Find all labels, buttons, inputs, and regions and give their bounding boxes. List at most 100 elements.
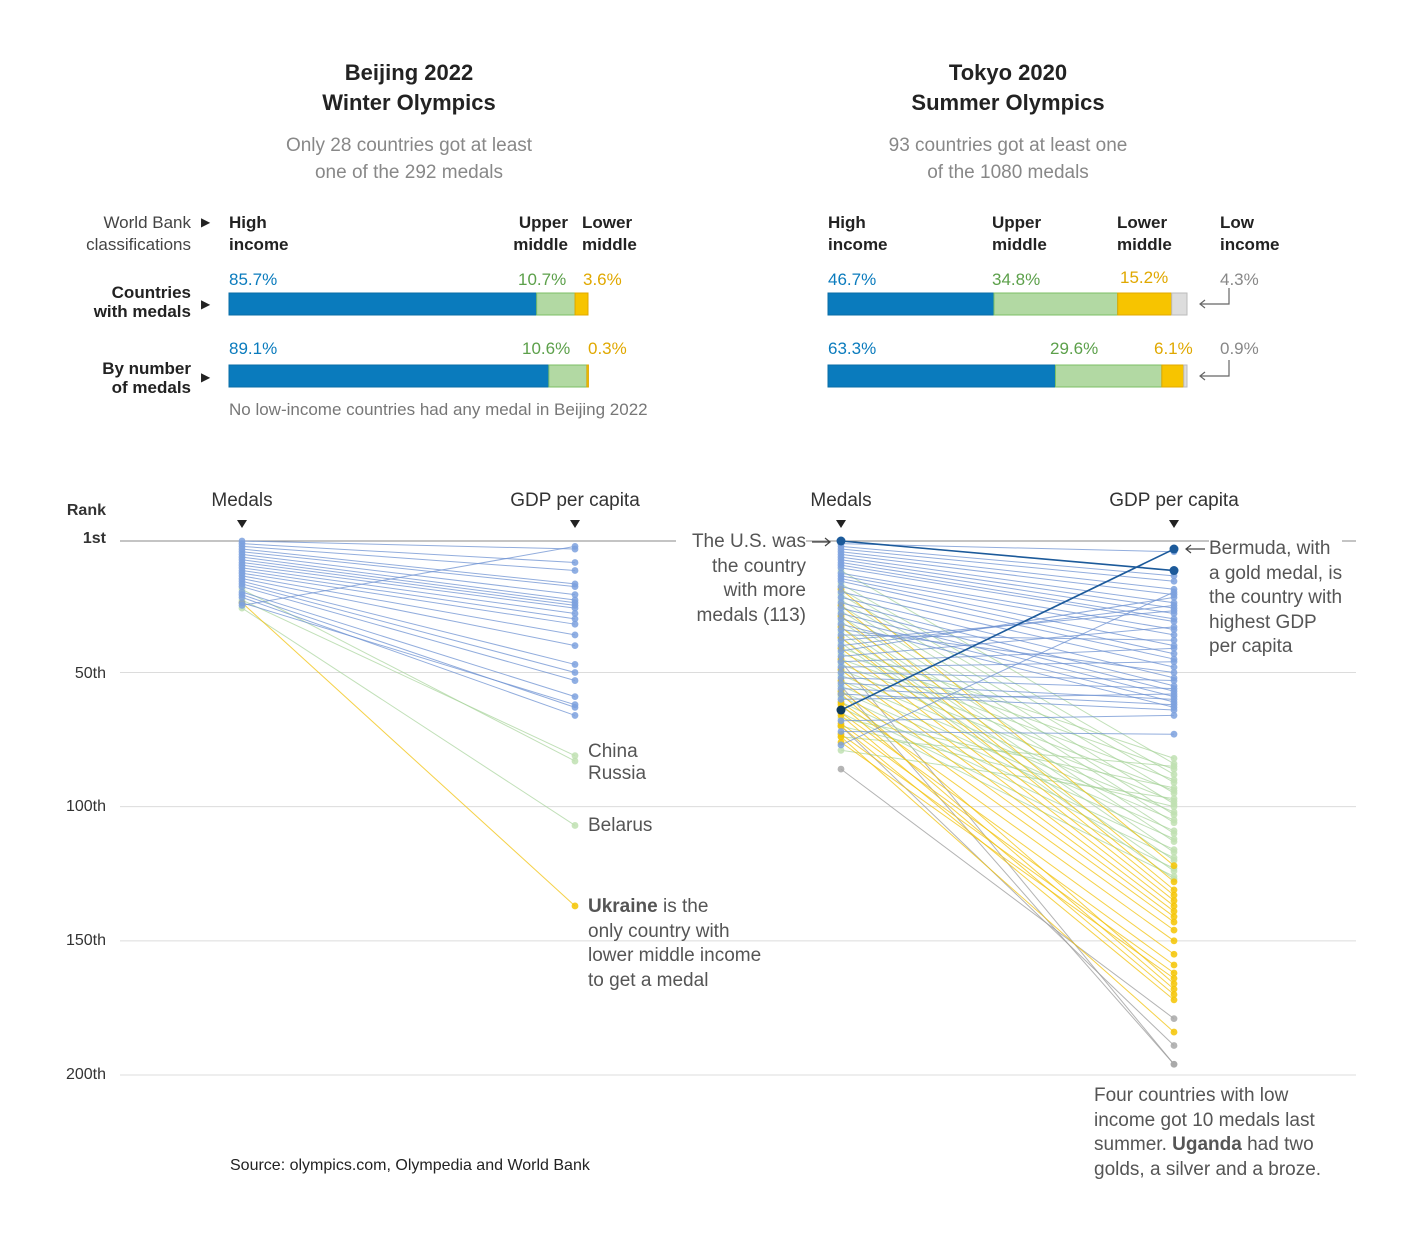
tokyo-slope-line-high-income-11 <box>840 572 1175 631</box>
label-belarus: Belarus <box>588 815 653 836</box>
tokyo-usa-medal-point <box>836 536 846 546</box>
tokyo-slope-line-upper-middle-10 <box>840 631 1175 861</box>
beijing-medal-point-high-income-17 <box>238 583 246 591</box>
tokyo-cat-lower-line2: middle <box>1117 235 1172 254</box>
tokyo-cat-high: High income <box>828 212 888 256</box>
tokyo-gdp-point-upper-middle-15 <box>1170 776 1178 784</box>
beijing-gdp-point-high-income-15 <box>571 661 579 668</box>
tokyo-bar-row2-upper <box>1054 364 1163 388</box>
tokyo-slope-line-upper-middle-0 <box>840 570 1175 765</box>
beijing-bar-row1-upper <box>536 292 576 316</box>
beijing-cat-lower-line2: middle <box>582 235 637 254</box>
bermuda-arrow <box>1185 544 1205 554</box>
label-china: China <box>588 741 638 762</box>
tokyo-medal-point-high-income-38 <box>837 717 845 725</box>
tokyo-gdp-point-high-income-39 <box>1170 730 1178 738</box>
beijing-slope-line-high-income-10 <box>241 567 576 614</box>
tokyo-slope-line-lower-middle-11 <box>840 712 1175 955</box>
beijing-gdp-point-high-income-11 <box>571 615 579 623</box>
tokyo-gdp-point-high-income-35 <box>1170 706 1178 714</box>
tokyo-cat-upper-line2: middle <box>992 235 1047 254</box>
row-label-medals: By number of medals <box>40 359 191 397</box>
beijing-gdp-point-high-income-13 <box>571 631 579 639</box>
tokyo-medal-point-high-income-26 <box>837 642 845 650</box>
tokyo-medal-point-high-income-35 <box>837 690 845 698</box>
tokyo-slope-line-lower-middle-14 <box>840 741 1175 979</box>
tokyo-gdp-point-lower-middle-13 <box>1170 969 1178 977</box>
beijing-subtitle-line2: one of the 292 medals <box>314 162 504 183</box>
beijing-bar-row2-lower <box>586 364 589 388</box>
tokyo-gdp-point-high-income-38 <box>1170 712 1178 719</box>
tokyo-gdp-point-high-income-25 <box>1170 607 1178 615</box>
tokyo-slope-line-lower-middle-15 <box>840 693 1175 985</box>
tokyo-gdp-point-lower-middle-15 <box>1170 980 1178 988</box>
annotation-arrows <box>237 288 1230 554</box>
us-annotation-line4: medals (113) <box>696 604 806 626</box>
beijing-subtitle-line1: Only 28 countries got at least <box>285 135 533 156</box>
beijing-slope-line-high-income-12 <box>241 572 576 625</box>
tokyo-slope-chart <box>836 536 1179 1068</box>
tokyo-gdp-point-lower-middle-6 <box>1170 907 1178 915</box>
tokyo-gdp-point-high-income-28 <box>1170 623 1178 631</box>
tokyo-cat-upper-line1: Upper <box>992 213 1042 232</box>
tokyo-medal-point-high-income-40 <box>837 741 845 749</box>
beijing-slope-line-high-income-2 <box>241 545 576 572</box>
tokyo-slope-line-high-income-3 <box>840 548 1175 582</box>
beijing-no-low-income-note: No low-income countries had any medal in… <box>229 400 648 419</box>
tokyo-gdp-point-upper-middle-23 <box>1170 854 1178 862</box>
tokyo-slope-line-low-income-3 <box>840 768 1175 1020</box>
tokyo-slope-line-high-income-4 <box>840 551 1175 590</box>
low-income-annotation-line1: Four countries with low <box>1094 1085 1289 1106</box>
tokyo-slope-line-lower-middle-17 <box>840 715 1175 995</box>
beijing-slope-line-high-income-8 <box>241 561 576 606</box>
tokyo-slope-line-lower-middle-1 <box>840 605 1175 883</box>
tokyo-gdp-point-upper-middle-22 <box>1170 846 1178 853</box>
tokyo-medals-header: Medals <box>810 490 872 511</box>
tokyo-gdp-point-lower-middle-3 <box>1170 891 1178 899</box>
tokyo-gdp-point-high-income-10 <box>1170 618 1178 625</box>
tokyo-gdp-point-low-income-1 <box>1170 1060 1178 1068</box>
beijing-slope-line-upper-middle-1 <box>241 599 576 757</box>
beijing-slope-line-high-income-21 <box>241 602 576 706</box>
source-note: Source: olympics.com, Olympedia and Worl… <box>230 1157 590 1174</box>
tokyo-gdp-header: GDP per capita <box>1109 490 1239 511</box>
beijing-title-line1: Beijing 2022 <box>344 60 474 85</box>
low-income-annotation-line2: income got 10 medals last <box>1094 1109 1315 1131</box>
beijing-r2-high-pct: 89.1% <box>229 339 278 358</box>
beijing-slope-line-high-income-9 <box>241 564 576 609</box>
ukraine-annotation: Ukraine is the only country with lower m… <box>588 895 761 993</box>
beijing-bar-row2-upper <box>548 364 588 388</box>
tokyo-slope-line-high-income-28 <box>840 626 1175 657</box>
beijing-r1-upper-pct: 10.7% <box>518 270 567 289</box>
tokyo-bar-row1-upper <box>993 292 1119 316</box>
beijing-r1-high-pct: 85.7% <box>229 270 278 289</box>
rank-tick-200th: 200th <box>65 1066 106 1083</box>
beijing-slope-line-high-income-11 <box>241 570 576 620</box>
tokyo-medal-point-high-income-20 <box>837 610 845 617</box>
beijing-cat-high-line1: High <box>229 213 267 232</box>
tokyo-r2-upper-pct: 29.6% <box>1050 339 1099 358</box>
bermuda-annotation: Bermuda, with a gold medal, is the count… <box>1209 537 1343 660</box>
tokyo-cat-high-line2: income <box>828 235 888 254</box>
tokyo-gdp-point-high-income-34 <box>1170 701 1178 709</box>
row-label-countries-line2: with medals <box>93 302 191 321</box>
tokyo-slope-line-upper-middle-27 <box>840 725 1175 808</box>
ukraine-annotation-line2: only country with <box>588 920 730 942</box>
tokyo-slope-line-lower-middle-7 <box>840 669 1175 918</box>
tokyo-gdp-point-lower-middle-18 <box>1170 996 1178 1004</box>
tokyo-bermuda-line <box>840 548 1175 711</box>
tokyo-medal-point-high-income-21 <box>837 615 845 623</box>
tokyo-slope-line-high-income-6 <box>840 556 1175 604</box>
tokyo-gdp-point-lower-middle-14 <box>1170 974 1178 982</box>
beijing-gdp-point-high-income-16 <box>571 669 579 676</box>
low-income-annotation: Four countries with low income got 10 me… <box>1094 1084 1321 1182</box>
tokyo-cat-low-line2: income <box>1220 235 1280 254</box>
beijing-slope-line-high-income-18 <box>241 591 576 698</box>
tokyo-gdp-point-lower-middle-1 <box>1170 878 1178 886</box>
tokyo-low-row1-arrowhead <box>1199 299 1206 309</box>
tokyo-medal-point-high-income-32 <box>837 674 845 682</box>
tokyo-slope-line-high-income-33 <box>840 682 1175 700</box>
beijing-r1-lower-pct: 3.6% <box>583 270 622 289</box>
beijing-gdp-point-high-income-9 <box>571 604 579 612</box>
beijing-cat-upper: Upper middle <box>498 212 568 256</box>
